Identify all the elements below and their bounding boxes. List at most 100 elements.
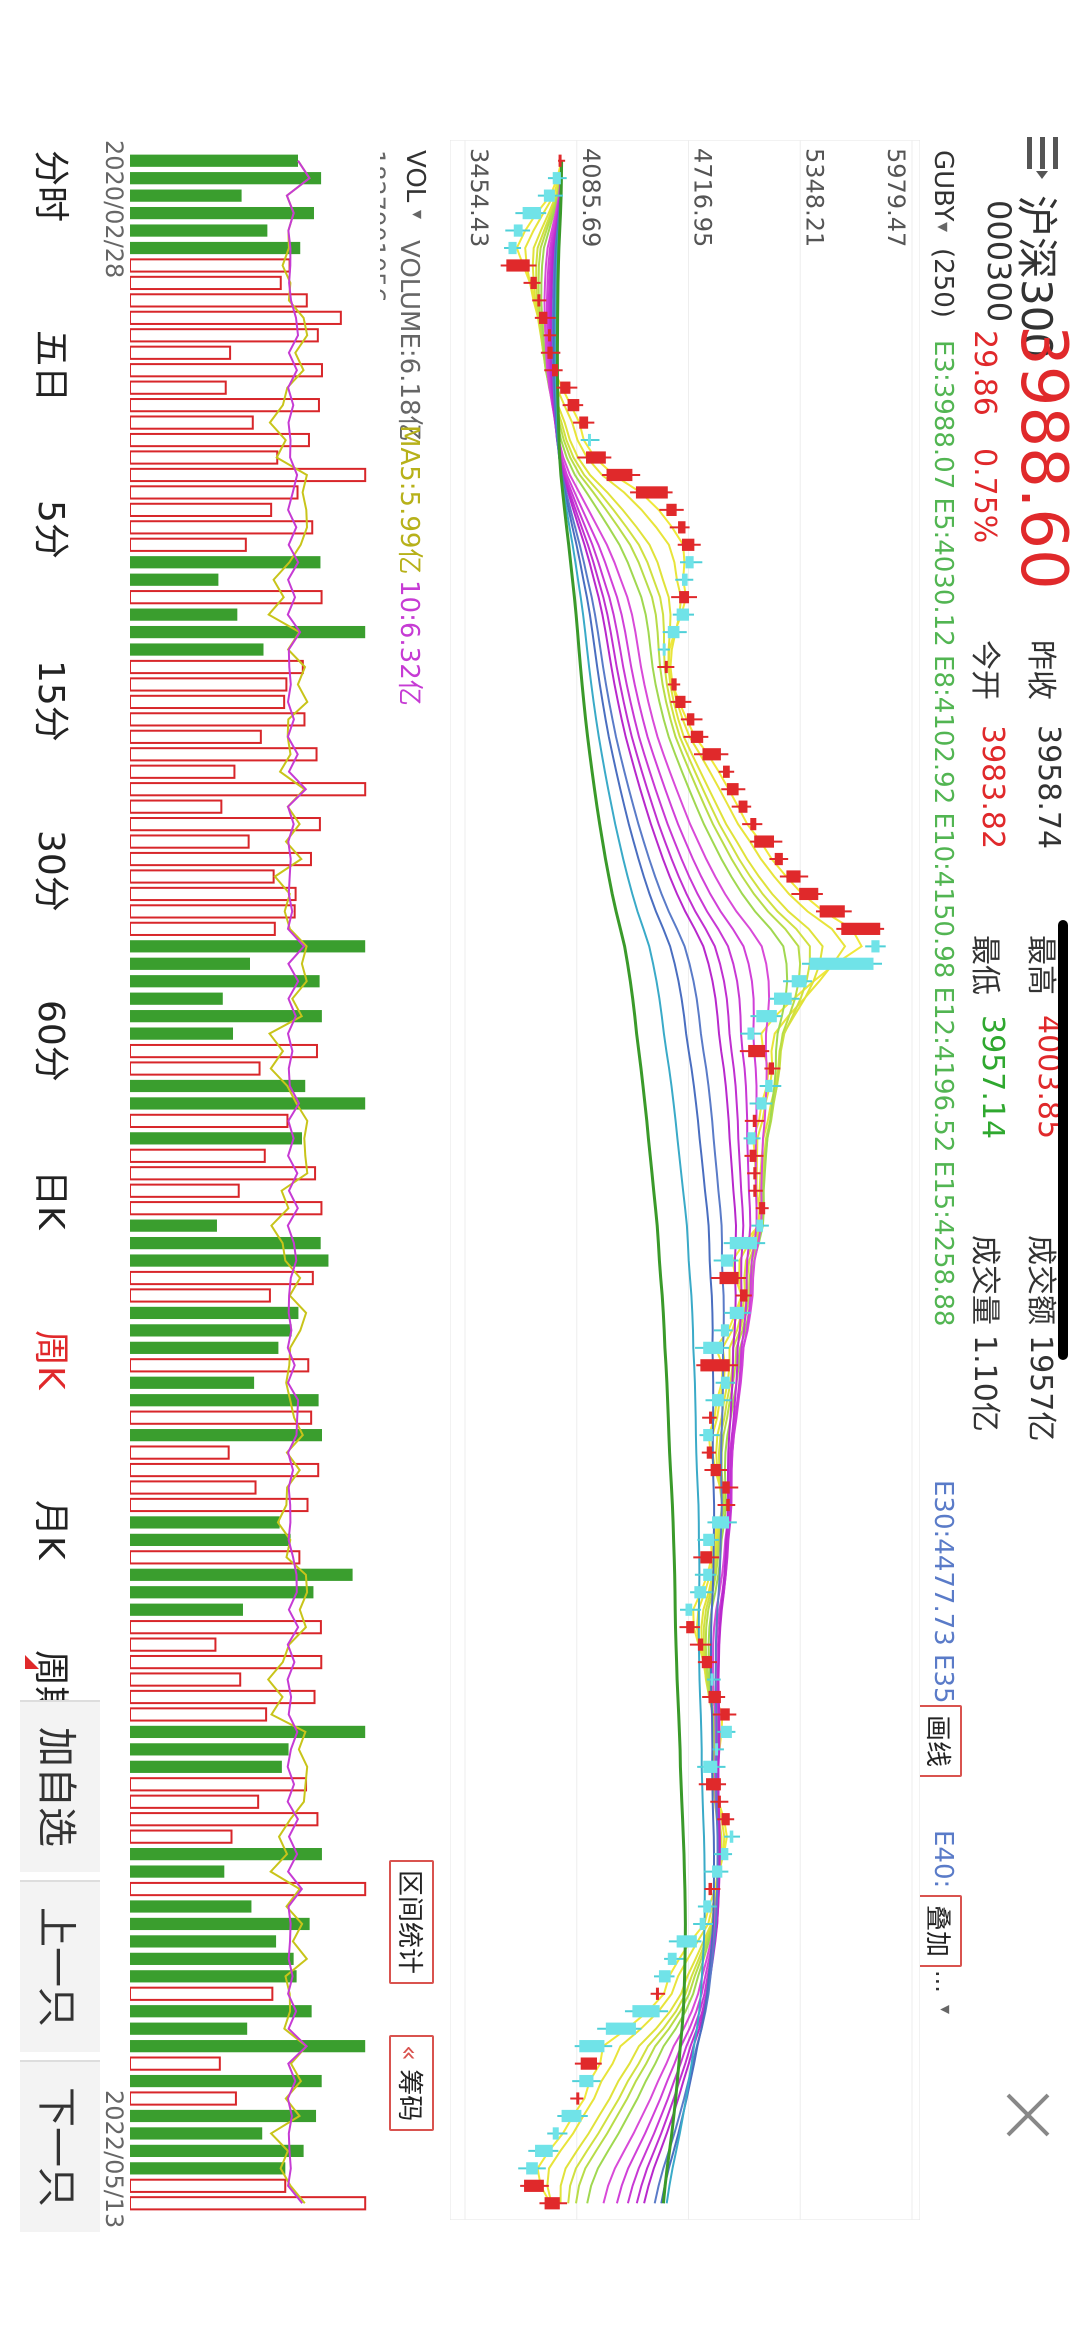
volume-bar — [130, 1986, 274, 2001]
volume-ma-line — [266, 160, 311, 2204]
volume-bar — [130, 992, 223, 1005]
volume-bar — [130, 363, 323, 378]
volume-bar — [130, 1725, 366, 1739]
volume-bar — [130, 1865, 225, 1878]
tab-5[interactable]: 60分 — [30, 1000, 71, 1082]
volume-bar — [130, 1516, 280, 1529]
candle-body — [671, 678, 677, 691]
candle-body — [722, 1481, 730, 1494]
draw-line-button[interactable]: 画线 — [917, 1705, 962, 1778]
ema-line — [554, 160, 706, 2204]
candle-body — [720, 1848, 729, 1861]
volume-bar — [130, 1324, 292, 1337]
tab-4[interactable]: 30分 — [30, 830, 71, 912]
volume-bar — [130, 380, 227, 395]
close-icon[interactable] — [998, 2085, 1058, 2145]
volume-bar — [130, 502, 273, 517]
overlay-more[interactable]: ... — [930, 1970, 958, 1993]
volume-bar — [130, 851, 312, 867]
volume-bar — [130, 1183, 240, 1198]
candle-body — [768, 1062, 775, 1075]
volume-text: VOLUME:6.18亿 — [394, 240, 424, 442]
volume-ma-line — [285, 160, 311, 2204]
volume-bar — [130, 886, 297, 902]
candle-body — [676, 608, 690, 621]
volume-bar — [130, 817, 321, 832]
volume-bar — [130, 432, 310, 448]
candle-body — [871, 940, 880, 953]
current-price: 3988.60 — [1006, 325, 1080, 590]
indicator-name[interactable]: GUBY — [928, 150, 958, 222]
candle-body — [809, 957, 874, 970]
candle-body — [756, 1010, 777, 1023]
chips-button[interactable]: « 筹码 — [389, 2035, 434, 2132]
volume-bar — [130, 1654, 323, 1670]
candle-body — [819, 905, 845, 918]
prev-stock-button[interactable]: 上一只 — [20, 1880, 100, 2052]
volume-bar — [130, 398, 320, 413]
volume-bar — [130, 2091, 237, 2106]
candle-body — [685, 556, 694, 569]
candle-body — [561, 2109, 582, 2123]
tab-7[interactable]: 周K — [30, 1330, 71, 1390]
volume-bar — [130, 224, 268, 237]
volume-bar — [130, 625, 366, 639]
candle-body — [526, 2162, 538, 2175]
vol-label[interactable]: VOL — [400, 150, 430, 203]
volume-bar — [130, 1917, 310, 1931]
volume-bar — [130, 1219, 217, 1232]
tab-3[interactable]: 15分 — [30, 660, 71, 742]
volume-bar — [130, 1341, 279, 1354]
add-watchlist-button[interactable]: 加自选 — [20, 1700, 100, 1872]
candle-body — [513, 224, 523, 237]
candle-body — [560, 381, 571, 394]
tab-2[interactable]: 5分 — [30, 500, 71, 559]
candle-body — [710, 1463, 721, 1477]
volume-bar — [130, 2144, 304, 2158]
candlestick-chart[interactable]: 5979.47 5348.21 4716.95 4085.69 3454.43 — [450, 140, 920, 2220]
volume-label: 成交量 — [967, 1235, 1002, 1325]
volume-chart[interactable] — [130, 140, 380, 2220]
candle-body — [535, 2144, 553, 2158]
volume-bar — [130, 1132, 302, 1145]
volume-bar — [130, 1043, 318, 1059]
next-stock-button[interactable]: 下一只 — [20, 2060, 100, 2232]
candle-body — [667, 625, 680, 639]
tab-0[interactable]: 分时 — [30, 150, 71, 223]
volume-bar — [130, 729, 262, 744]
vol-dropdown-icon[interactable]: ▾ — [407, 210, 428, 220]
open-label: 今开 — [967, 640, 1002, 700]
range-stats-button[interactable]: 区间统计 — [389, 1860, 434, 1985]
volume-bar — [130, 608, 238, 621]
tab-8[interactable]: 月K — [30, 1500, 71, 1560]
volume-bar — [130, 1620, 322, 1635]
home-indicator[interactable] — [1058, 920, 1068, 1360]
dropdown-icon[interactable]: ▾ — [932, 222, 956, 233]
ema-values-more: E40: — [928, 1830, 958, 1889]
candle-body — [547, 346, 553, 359]
volume-bar — [130, 2005, 312, 2018]
volume-bar — [130, 1603, 243, 1616]
tab-6[interactable]: 日K — [30, 1170, 71, 1230]
candle-body — [530, 276, 537, 290]
menu-icon[interactable] — [1022, 135, 1062, 179]
candle-body — [715, 1743, 719, 1756]
candle-body — [685, 1603, 693, 1616]
date-start: 2020/02/28 — [100, 140, 128, 279]
volume-bar — [130, 834, 250, 849]
candle-body — [756, 1097, 767, 1110]
volume-bar — [130, 293, 308, 308]
overlay-dropdown-icon[interactable]: ▾ — [935, 2005, 956, 2015]
volume-bar — [130, 1689, 316, 1705]
candle-body — [537, 294, 541, 307]
volume-bar — [130, 1288, 271, 1303]
volume-bar — [130, 1410, 313, 1425]
candle-body — [699, 1917, 706, 1931]
volume-bar — [130, 1376, 255, 1389]
overlay-button[interactable]: 叠加 — [917, 1895, 962, 1968]
volume-bar — [130, 677, 288, 692]
volume-bar — [130, 1550, 301, 1565]
volume-bar — [130, 1586, 314, 1599]
tab-1[interactable]: 五日 — [30, 330, 71, 403]
volume-bar — [130, 747, 318, 762]
